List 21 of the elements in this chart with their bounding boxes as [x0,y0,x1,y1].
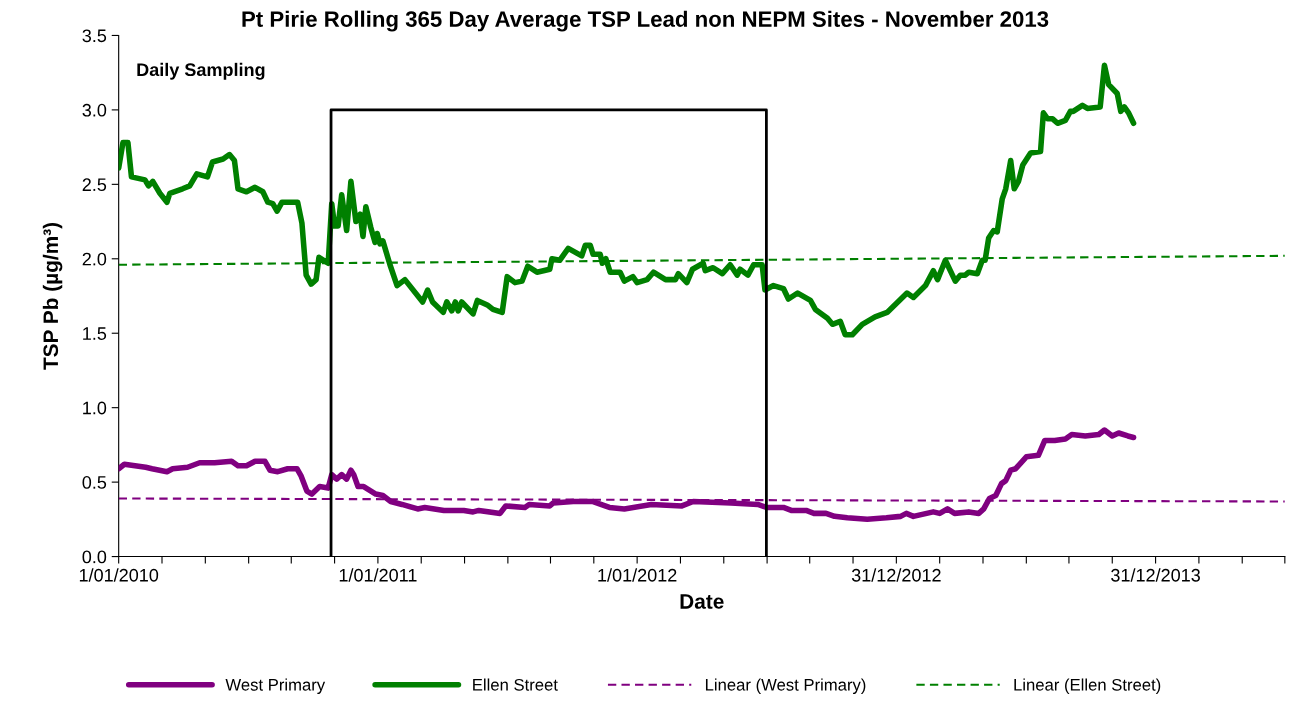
legend-label: Linear (West Primary) [705,678,866,694]
y-tick-label: 0.0 [82,550,107,564]
y-tick-label: 2.5 [82,178,107,192]
legend-label: Linear (Ellen Street) [1014,678,1161,694]
y-axis-title: TSP Pb (µg/m³) [42,222,63,370]
annotation: Daily Sampling [137,62,265,80]
legend-label: Ellen Street [473,678,558,691]
x-tick-label: 1/01/2010 [79,568,159,582]
y-tick-label: 1.5 [83,327,107,340]
x-tick-label: 1/01/2012 [598,568,677,582]
x-tick-label: 31/12/2013 [1111,568,1200,582]
y-tick-label: 3.0 [82,103,107,117]
y-tick-label: 3.5 [82,29,107,43]
x-axis-title: Date [680,594,724,609]
y-tick-label: 0.5 [82,476,107,489]
legend-label: West Primary [225,678,326,694]
chart-title: Pt Pirie Rolling 365 Day Average TSP Lead non NEPM Sites - November 2013 [242,10,1049,32]
x-tick-label: 31/12/2012 [851,568,941,582]
y-tick-label: 1.0 [83,401,107,415]
y-tick-label: 2.0 [82,252,107,266]
x-tick-label: 1/01/2011 [339,568,417,582]
